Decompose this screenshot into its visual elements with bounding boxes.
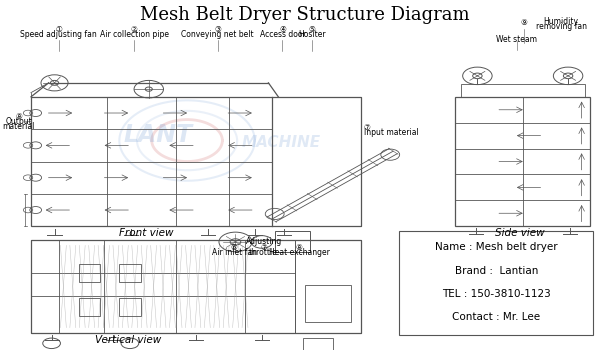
Bar xyxy=(31,97,361,226)
Text: Vertical view: Vertical view xyxy=(95,335,161,345)
Bar xyxy=(303,338,332,351)
Text: material: material xyxy=(2,122,35,131)
Text: Adjusting
throttle: Adjusting throttle xyxy=(245,237,282,257)
Text: ⑤: ⑤ xyxy=(308,25,316,34)
Bar xyxy=(295,240,361,333)
Bar xyxy=(461,84,584,97)
Bar xyxy=(272,97,361,226)
Text: ②: ② xyxy=(131,25,137,34)
Text: ⑦: ⑦ xyxy=(364,123,371,132)
Bar xyxy=(79,298,100,316)
Text: ⑦: ⑦ xyxy=(260,243,267,252)
Text: Wet steam: Wet steam xyxy=(496,35,538,44)
Bar xyxy=(305,285,351,322)
Text: Air collection pipe: Air collection pipe xyxy=(100,30,169,39)
Text: Mesh Belt Dryer Structure Diagram: Mesh Belt Dryer Structure Diagram xyxy=(140,6,470,24)
Text: ①: ① xyxy=(55,25,62,34)
Text: MACHINE: MACHINE xyxy=(242,135,321,150)
Bar xyxy=(455,97,590,226)
Text: Side view: Side view xyxy=(495,228,545,238)
Text: Name : Mesh belt dryer: Name : Mesh belt dryer xyxy=(435,242,557,252)
Text: Heat exchanger: Heat exchanger xyxy=(269,247,329,257)
Bar xyxy=(275,231,310,252)
Text: TEL : 150-3810-1123: TEL : 150-3810-1123 xyxy=(442,289,551,299)
Text: Input material: Input material xyxy=(364,128,418,137)
Text: Conveying net belt: Conveying net belt xyxy=(181,30,254,39)
Text: Front view: Front view xyxy=(119,228,173,238)
Text: Speed adjusting fan: Speed adjusting fan xyxy=(20,30,97,39)
Bar xyxy=(79,264,100,282)
Text: Hositer: Hositer xyxy=(298,30,326,39)
Text: Brand :  Lantian: Brand : Lantian xyxy=(455,266,538,276)
Text: Output: Output xyxy=(5,117,32,126)
Text: Air inlet fan: Air inlet fan xyxy=(212,247,257,257)
Text: removing fan: removing fan xyxy=(536,22,587,32)
Text: ④: ④ xyxy=(279,25,286,34)
Bar xyxy=(119,264,140,282)
Bar xyxy=(31,240,59,333)
Text: ⑥: ⑥ xyxy=(231,243,238,252)
Text: ⑧: ⑧ xyxy=(296,243,302,252)
Text: ⑧: ⑧ xyxy=(15,112,22,120)
Text: Access door: Access door xyxy=(260,30,305,39)
Bar xyxy=(31,240,361,333)
Bar xyxy=(119,298,140,316)
Text: ③: ③ xyxy=(214,25,221,34)
Text: ⑨: ⑨ xyxy=(520,18,527,27)
Text: Contact : Mr. Lee: Contact : Mr. Lee xyxy=(452,312,541,323)
Bar xyxy=(399,231,593,335)
Text: Humidity: Humidity xyxy=(544,17,578,26)
Text: LANT: LANT xyxy=(123,123,192,147)
